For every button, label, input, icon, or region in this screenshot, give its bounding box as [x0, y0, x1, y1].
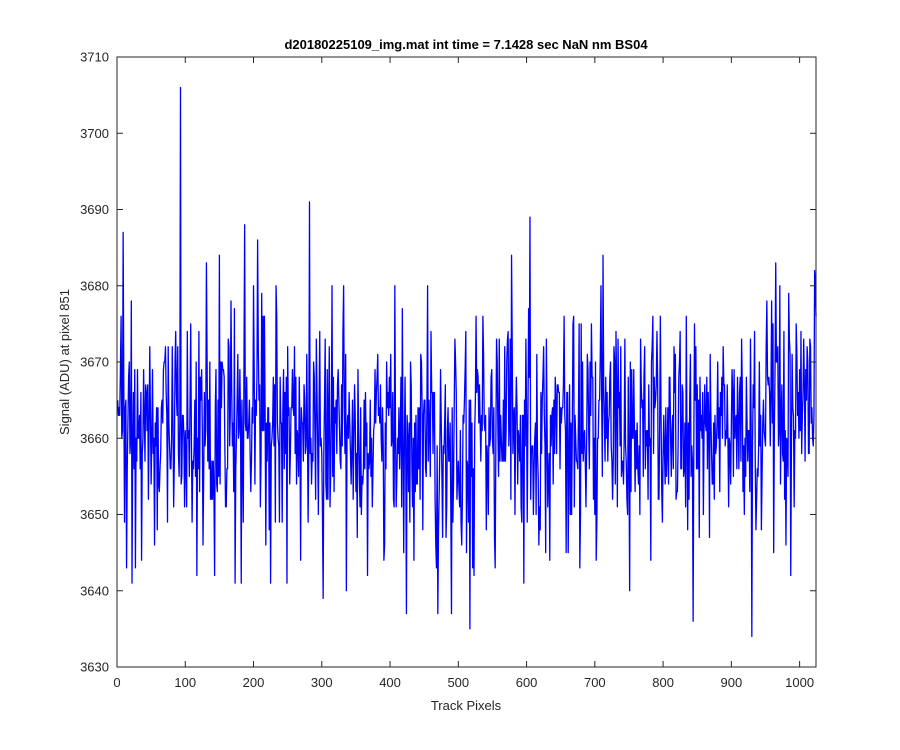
x-tick-label-900: 900 — [721, 675, 743, 690]
y-tick-label-3680: 3680 — [80, 278, 109, 293]
chart-title: d20180225109_img.mat int time = 7.1428 s… — [284, 37, 648, 52]
x-tick-label-400: 400 — [379, 675, 401, 690]
y-tick-label-3710: 3710 — [80, 50, 109, 65]
plot-area — [116, 56, 817, 668]
x-tick-label-700: 700 — [584, 675, 606, 690]
series-layer — [117, 86, 817, 638]
y-tick-label-3670: 3670 — [80, 355, 109, 370]
y-tick-label-3660: 3660 — [80, 431, 109, 446]
series-line-0 — [117, 86, 817, 638]
y-axis-label: Signal (ADU) at pixel 851 — [57, 289, 72, 435]
y-axis-ticks: 3630 3640 3650 3660 3670 3680 3690 3700 3710 — [80, 50, 816, 675]
x-tick-label-800: 800 — [652, 675, 674, 690]
y-tick-label-3640: 3640 — [80, 583, 109, 598]
x-tick-label-0: 0 — [113, 675, 120, 690]
y-tick-label-3700: 3700 — [80, 126, 109, 141]
x-tick-label-600: 600 — [516, 675, 538, 690]
y-tick-label-3650: 3650 — [80, 507, 109, 522]
x-axis-ticks: 0 100 200 300 400 500 600 700 800 900 1000 — [113, 57, 814, 690]
y-tick-label-3630: 3630 — [80, 660, 109, 675]
y-tick-label-3690: 3690 — [80, 202, 109, 217]
x-tick-label-200: 200 — [243, 675, 265, 690]
x-axis-label: Track Pixels — [431, 698, 502, 713]
x-tick-label-100: 100 — [174, 675, 196, 690]
x-tick-label-500: 500 — [447, 675, 469, 690]
x-tick-label-300: 300 — [311, 675, 333, 690]
x-tick-label-1000: 1000 — [785, 675, 814, 690]
